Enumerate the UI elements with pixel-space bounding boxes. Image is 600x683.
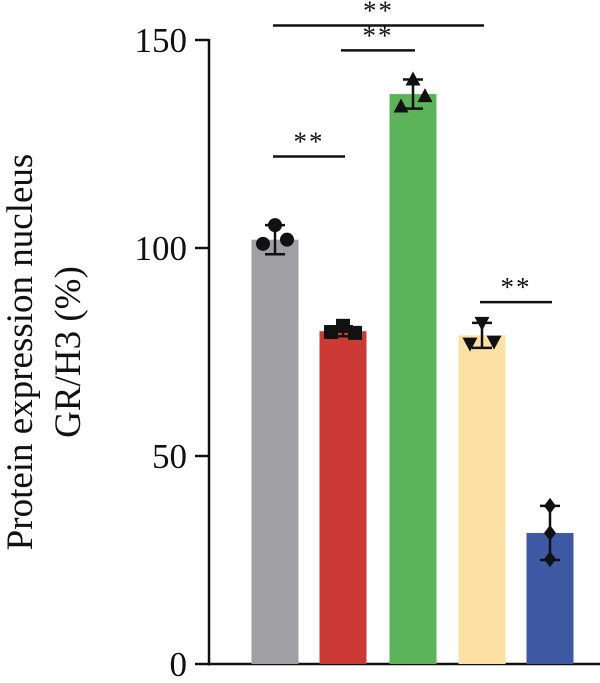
significance-bracket: **: [480, 272, 552, 302]
y-tick-label: 50: [152, 437, 187, 476]
bar-group: [459, 317, 506, 664]
y-tick-label: 0: [170, 645, 188, 678]
y-axis-title: Protein expression nucleus GR/H3 (%): [0, 154, 89, 551]
significance-bracket: **: [273, 126, 345, 156]
bars: [252, 72, 574, 664]
y-tick-label: 150: [135, 21, 188, 60]
data-point: [336, 319, 350, 333]
data-point: [256, 237, 270, 251]
bar: [390, 94, 437, 664]
y-axis-title-line-2: GR/H3 (%): [48, 266, 89, 438]
bar-group: [527, 498, 574, 664]
y-tick-label: 100: [135, 229, 188, 268]
bar-group: [252, 218, 299, 664]
significance-label: **: [294, 126, 325, 156]
bar: [252, 240, 299, 664]
bar: [320, 331, 367, 664]
bar-group: [320, 319, 367, 664]
data-point: [544, 498, 556, 514]
significance-label: **: [363, 0, 394, 25]
bar-group: [390, 72, 437, 664]
significance-label: **: [501, 272, 532, 302]
data-point: [324, 325, 338, 339]
data-point: [268, 218, 282, 232]
data-point: [348, 326, 362, 340]
data-point: [280, 233, 294, 247]
y-axis-title-line-1: Protein expression nucleus: [0, 154, 41, 551]
significance-bracket: **: [273, 0, 484, 25]
bar: [459, 335, 506, 664]
